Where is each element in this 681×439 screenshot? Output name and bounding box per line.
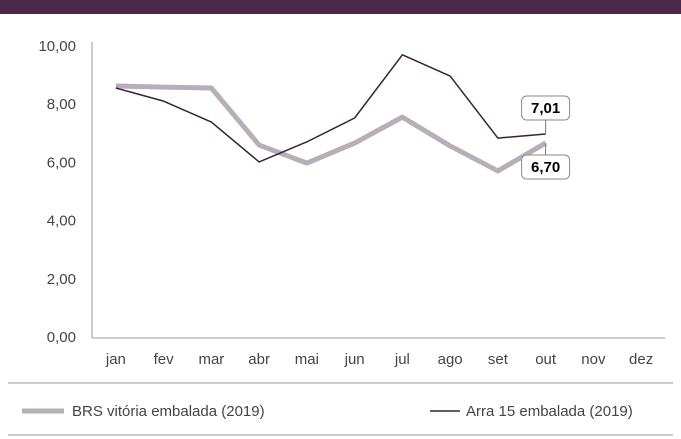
y-tick-label: 4,00 (47, 213, 76, 230)
top-bar (0, 0, 681, 14)
x-tick-label: jul (394, 351, 410, 368)
line-series (115, 54, 546, 163)
x-tick-label: nov (581, 351, 606, 368)
label-box (521, 154, 571, 180)
x-tick-label: ago (438, 351, 463, 368)
line-series (115, 83, 547, 174)
data-label: 7,01 (531, 100, 560, 117)
x-tick-label: dez (629, 351, 653, 368)
y-tick-label: 2,00 (47, 271, 76, 288)
x-tick-label: mar (198, 351, 224, 368)
x-tick-label: out (535, 351, 557, 368)
y-tick-label: 8,00 (47, 96, 76, 113)
y-tick-label: 0,00 (47, 329, 76, 346)
legend-label: BRS vitória embalada (2019) (72, 403, 265, 420)
x-tick-label: jan (105, 351, 126, 368)
label-box (521, 95, 571, 121)
data-label: 6,70 (531, 159, 560, 176)
x-tick-label: abr (248, 351, 270, 368)
legend-label: Arra 15 embalada (2019) (466, 403, 633, 420)
x-tick-label: jun (344, 351, 365, 368)
y-tick-label: 6,00 (47, 154, 76, 171)
x-tick-label: set (488, 351, 509, 368)
x-tick-label: mai (295, 351, 319, 368)
y-tick-label: 10,00 (38, 38, 76, 55)
x-tick-label: fev (154, 351, 175, 368)
